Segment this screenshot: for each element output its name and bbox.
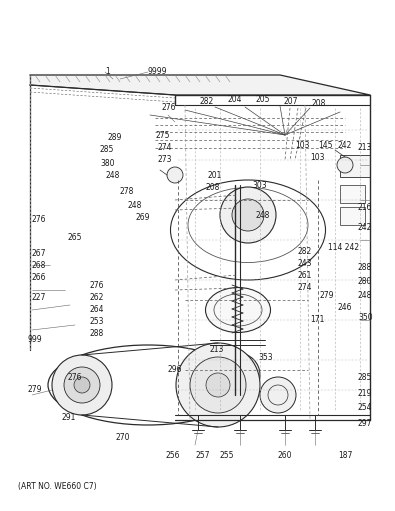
Text: 274: 274: [158, 144, 173, 152]
Text: 254: 254: [358, 404, 372, 412]
Text: 260: 260: [278, 451, 293, 459]
Text: 216: 216: [358, 203, 372, 213]
Text: 276: 276: [32, 216, 47, 224]
Text: 242: 242: [358, 223, 372, 233]
Text: 268: 268: [32, 261, 46, 269]
Circle shape: [52, 355, 112, 415]
Text: 114 242: 114 242: [328, 244, 359, 252]
Circle shape: [176, 343, 260, 427]
Text: 264: 264: [90, 305, 105, 314]
Text: 208: 208: [312, 100, 326, 108]
Text: 276: 276: [68, 374, 83, 383]
Text: 187: 187: [338, 451, 352, 459]
Text: 219: 219: [358, 388, 372, 398]
Text: 248: 248: [256, 211, 270, 220]
Text: 205: 205: [256, 96, 271, 105]
Text: 248: 248: [358, 291, 372, 300]
Text: 276: 276: [162, 104, 177, 112]
Text: 267: 267: [32, 248, 47, 258]
Text: 261: 261: [298, 271, 312, 281]
Text: 353: 353: [258, 354, 273, 362]
Text: 145: 145: [318, 141, 333, 150]
Text: 243: 243: [298, 260, 312, 268]
Text: 248: 248: [105, 171, 119, 179]
Text: 248: 248: [127, 200, 141, 210]
Text: 257: 257: [195, 451, 209, 459]
Text: 207: 207: [283, 98, 297, 106]
Text: 285: 285: [100, 146, 115, 154]
Circle shape: [74, 377, 90, 393]
Circle shape: [220, 187, 276, 243]
Circle shape: [206, 373, 230, 397]
Text: 204: 204: [228, 96, 243, 105]
Text: 213: 213: [210, 345, 224, 355]
Text: 288: 288: [358, 264, 372, 272]
Text: 9999: 9999: [148, 67, 167, 77]
Text: 253: 253: [90, 316, 105, 326]
Ellipse shape: [205, 288, 271, 333]
Text: 303: 303: [252, 180, 267, 190]
Text: 262: 262: [90, 292, 104, 301]
Text: 275: 275: [155, 130, 169, 140]
Text: 242: 242: [337, 141, 352, 150]
Text: 288: 288: [90, 329, 104, 337]
Bar: [340, 155, 370, 177]
Text: 270: 270: [115, 433, 130, 443]
Text: 279: 279: [320, 290, 335, 299]
Text: 265: 265: [68, 233, 83, 242]
Bar: [340, 185, 365, 203]
Text: 278: 278: [120, 188, 134, 197]
Text: 103: 103: [310, 153, 325, 162]
Text: 1: 1: [105, 67, 110, 77]
Text: 274: 274: [298, 284, 312, 292]
Circle shape: [190, 357, 246, 413]
Text: 171: 171: [310, 315, 324, 324]
Text: 280: 280: [358, 277, 372, 287]
Polygon shape: [30, 75, 370, 95]
Text: 201: 201: [207, 171, 221, 179]
Circle shape: [64, 367, 100, 403]
Text: 208: 208: [205, 183, 219, 193]
Text: 296: 296: [168, 365, 182, 375]
Text: 297: 297: [358, 419, 372, 428]
Text: 246: 246: [338, 304, 352, 313]
Circle shape: [216, 353, 260, 397]
Text: 276: 276: [90, 281, 105, 290]
Bar: [340, 207, 365, 225]
Text: 289: 289: [108, 133, 122, 143]
Text: 256: 256: [165, 451, 179, 459]
Circle shape: [167, 167, 183, 183]
Circle shape: [260, 377, 296, 413]
Text: 291: 291: [62, 413, 76, 423]
Text: 255: 255: [220, 451, 235, 459]
Text: 269: 269: [135, 214, 149, 222]
Text: 285: 285: [358, 374, 372, 383]
Circle shape: [232, 199, 264, 231]
Text: 999: 999: [28, 336, 43, 344]
Circle shape: [337, 157, 353, 173]
Text: 227: 227: [32, 293, 46, 303]
Text: 273: 273: [158, 155, 173, 165]
Text: 213: 213: [358, 144, 372, 152]
Text: (ART NO. WE660 C7): (ART NO. WE660 C7): [18, 482, 97, 492]
Text: 380: 380: [100, 158, 115, 168]
Text: 282: 282: [200, 98, 214, 106]
Circle shape: [226, 363, 250, 387]
Text: 350: 350: [358, 314, 372, 322]
Text: 103: 103: [295, 141, 310, 150]
Text: 279: 279: [28, 385, 43, 394]
Text: 282: 282: [298, 247, 312, 257]
Text: 266: 266: [32, 272, 47, 282]
